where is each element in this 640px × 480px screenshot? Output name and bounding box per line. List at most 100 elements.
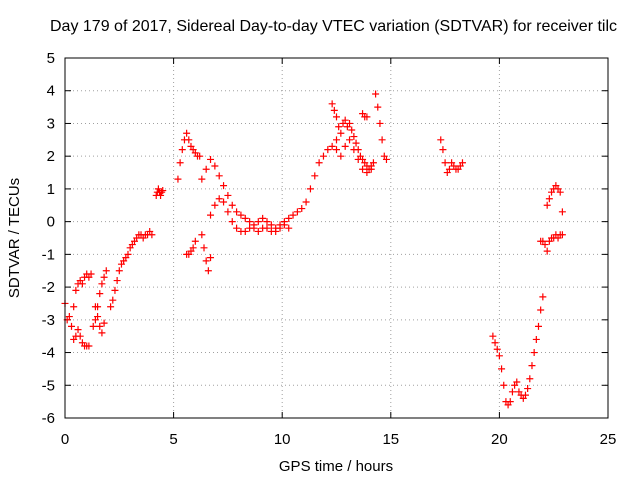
data-point (263, 218, 271, 226)
data-point (215, 195, 223, 203)
data-point (348, 126, 356, 134)
series-sat-k (207, 195, 293, 235)
data-point (233, 208, 241, 216)
series-sat-n (333, 136, 375, 177)
series-sat-g (174, 129, 204, 183)
data-point (280, 221, 288, 229)
data-point (148, 231, 156, 239)
y-tick-label: -1 (42, 246, 55, 263)
series-sat-l (285, 136, 340, 222)
data-point (445, 165, 453, 173)
data-point (532, 335, 540, 343)
data-point (102, 267, 110, 275)
data-point (319, 152, 327, 160)
data-point (341, 116, 349, 124)
data-point (363, 113, 371, 121)
y-tick-label: 4 (47, 83, 55, 100)
data-point (376, 119, 384, 127)
x-tick-label: 0 (61, 431, 69, 448)
data-point (302, 198, 310, 206)
data-point (259, 214, 267, 222)
data-point (107, 303, 115, 311)
data-point (109, 296, 117, 304)
series-sat-j (198, 155, 288, 232)
series-sat-s (515, 293, 547, 402)
data-point (224, 208, 232, 216)
data-point (437, 136, 445, 144)
data-point (85, 342, 93, 350)
data-point (328, 142, 336, 150)
data-point (333, 146, 340, 154)
data-point (100, 273, 108, 281)
data-point (91, 303, 99, 311)
data-point (220, 198, 228, 206)
data-point (335, 123, 343, 131)
series-sat-d (91, 303, 108, 337)
data-point (70, 303, 78, 311)
data-point (537, 306, 545, 314)
data-point (315, 159, 323, 167)
data-point (158, 188, 166, 196)
data-point (350, 133, 358, 141)
data-point (372, 90, 380, 98)
data-point (285, 214, 293, 222)
y-tick-label: -2 (42, 279, 55, 296)
data-point (382, 155, 390, 163)
data-point (350, 146, 358, 154)
data-point (337, 129, 345, 137)
y-tick-label: -5 (42, 377, 55, 394)
data-point (328, 100, 336, 108)
data-point (367, 165, 375, 173)
data-point (521, 391, 529, 399)
data-point (369, 159, 377, 167)
data-point (207, 155, 215, 163)
data-point (272, 227, 280, 235)
data-point (254, 218, 262, 226)
x-tick-label: 5 (169, 431, 177, 448)
data-point (183, 129, 191, 137)
data-point (89, 322, 97, 330)
x-tick-label: 25 (600, 431, 617, 448)
x-tick-label: 15 (382, 431, 399, 448)
data-point (458, 159, 466, 167)
data-point (157, 191, 165, 199)
data-point (211, 162, 219, 170)
series-sat-t (537, 231, 566, 255)
data-point (330, 106, 338, 114)
series-sat-p (372, 90, 390, 163)
data-point (493, 345, 501, 353)
data-point (198, 231, 206, 239)
data-point (220, 182, 228, 190)
series-sat-c (89, 267, 110, 330)
data-point (237, 211, 245, 219)
data-point (495, 352, 503, 360)
data-point (491, 339, 499, 347)
data-point (441, 159, 449, 167)
data-point (539, 293, 547, 301)
data-point (250, 224, 258, 232)
y-tick-label: -6 (42, 410, 55, 427)
data-point (352, 139, 360, 147)
data-point (354, 155, 362, 163)
series-sat-b (70, 326, 93, 350)
y-tick-label: -4 (42, 345, 55, 362)
x-tick-label: 10 (274, 431, 291, 448)
data-point (337, 152, 345, 160)
data-point (96, 322, 104, 330)
series-sat-m (328, 100, 377, 173)
data-point (254, 227, 262, 235)
data-point (176, 159, 184, 167)
data-point (324, 146, 332, 154)
data-point (215, 172, 223, 180)
data-point (528, 362, 536, 370)
data-point (207, 254, 215, 262)
data-point (196, 152, 204, 160)
data-point (96, 290, 104, 298)
data-point (543, 201, 551, 209)
data-point (111, 286, 119, 294)
data-point (76, 332, 84, 340)
data-point (359, 165, 367, 173)
data-point (154, 185, 162, 193)
data-point (541, 241, 549, 249)
